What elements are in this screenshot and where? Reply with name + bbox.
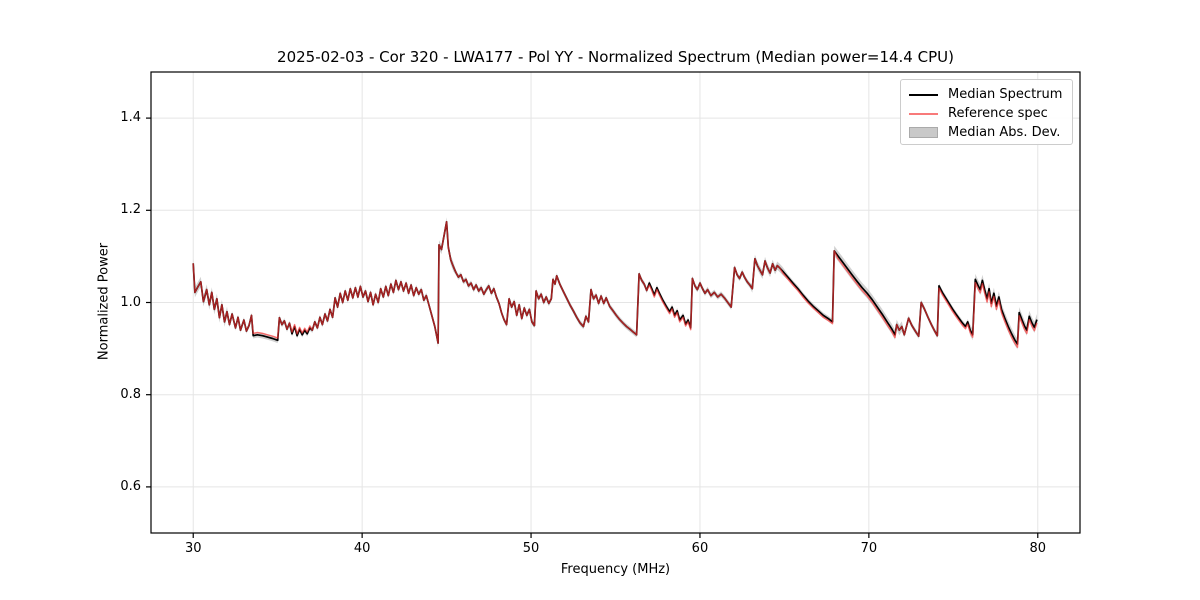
x-tick-label-80: 80: [1029, 541, 1047, 556]
legend-item: Median Abs. Dev.: [909, 123, 1064, 142]
x-axis-label: Frequency (MHz): [560, 562, 671, 577]
legend-line-sample-icon: [909, 112, 938, 115]
y-tick-label-0.8: 0.8: [120, 386, 141, 402]
legend-line-sample-icon: [909, 93, 938, 96]
reference-spec-line: [192, 221, 1038, 348]
y-tick-label-1.2: 1.2: [120, 202, 141, 218]
mad-band: [193, 217, 1037, 350]
y-tick-label-1.0: 1.0: [120, 294, 141, 310]
chart-title: 2025-02-03 - Cor 320 - LWA177 - Pol YY -…: [277, 48, 954, 66]
y-tick-label-1.4: 1.4: [120, 110, 141, 126]
legend-item: Median Spectrum: [909, 85, 1064, 104]
median-spectrum-line: [192, 220, 1038, 345]
y-tick-label-0.6: 0.6: [120, 478, 141, 494]
legend-item-label: Median Spectrum: [948, 87, 1063, 102]
legend-item-label: Median Abs. Dev.: [948, 125, 1061, 140]
x-tick-label-40: 40: [353, 541, 371, 556]
x-tick-label-60: 60: [691, 541, 709, 556]
legend-patch-sample-icon: [909, 127, 938, 138]
x-tick-label-70: 70: [860, 541, 878, 556]
legend-item: Reference spec: [909, 104, 1064, 123]
legend-item-label: Reference spec: [948, 106, 1048, 121]
legend: Median Spectrum Reference spec Median Abs.…: [900, 79, 1073, 145]
x-tick-label-50: 50: [522, 541, 540, 556]
x-tick-label-30: 30: [184, 541, 202, 556]
